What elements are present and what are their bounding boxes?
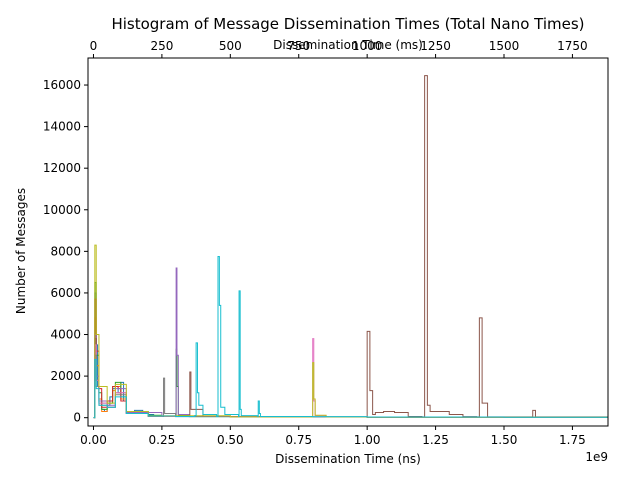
y-tick-label: 16000 [43,78,81,92]
secondary-x-tick-label: 250 [150,39,173,53]
series-10-line [93,256,608,419]
y-tick-label: 4000 [50,328,81,342]
series-layer [93,75,609,419]
secondary-x-tick-label: 1750 [557,39,588,53]
y-tick-label: 8000 [50,244,81,258]
y-tick-label: 0 [73,411,81,425]
x-tick-label: 0.25 [149,433,176,447]
x-axis-offset-text: 1e9 [585,450,608,464]
x-tick-label: 0.00 [80,433,107,447]
y-axis-label: Number of Messages [14,188,28,314]
secondary-x-tick-label: 1250 [420,39,451,53]
x-tick-label: 1.00 [354,433,381,447]
secondary-x-tick-label: 500 [219,39,242,53]
secondary-x-tick-label: 1500 [489,39,520,53]
secondary-x-tick-label: 0 [90,39,98,53]
y-tick-label: 2000 [50,369,81,383]
x-tick-label: 1.75 [559,433,586,447]
secondary-x-tick-label: 1000 [352,39,383,53]
chart-title: Histogram of Message Dissemination Times… [111,15,584,33]
y-tick-label: 12000 [43,161,81,175]
plot-frame [87,57,609,427]
y-tick-label: 10000 [43,203,81,217]
x-tick-label: 0.75 [285,433,312,447]
y-tick-label: 6000 [50,286,81,300]
y-tick-label: 14000 [43,120,81,134]
x-tick-label: 1.50 [491,433,518,447]
axes-layer: 0.00 0.25 0.50 0.75 1.00 1.25 1.50 1.75 0 250 500 7… [43,39,609,447]
secondary-x-axis-label: Dissemination Time (ms) [273,38,423,52]
series-9-line [93,244,609,419]
x-axis-label: Dissemination Time (ns) [275,452,421,466]
secondary-x-tick-label: 750 [287,39,310,53]
x-tick-label: 1.25 [422,433,449,447]
x-tick-label: 0.50 [217,433,244,447]
